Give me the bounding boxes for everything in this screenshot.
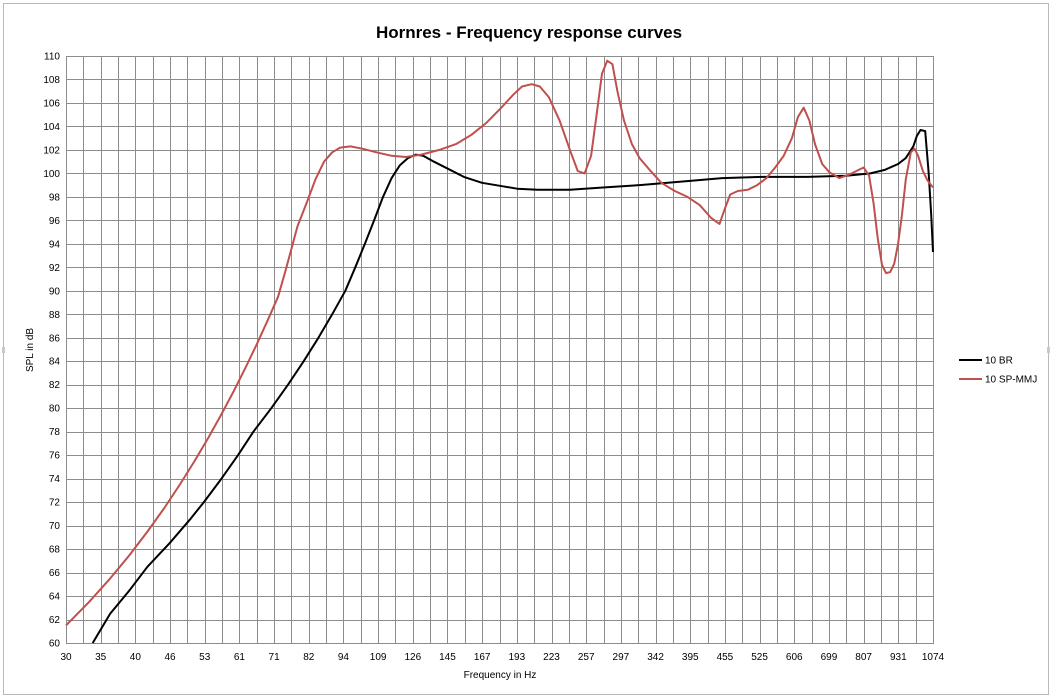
x-tick-label: 342: [647, 652, 664, 663]
y-axis-title: SPL in dB: [25, 328, 36, 372]
y-tick-label: 94: [49, 239, 61, 250]
x-tick-label: 931: [890, 652, 907, 663]
y-tick-label: 66: [49, 568, 61, 579]
chart-area: Hornres - Frequency response curves 60 62…: [2, 3, 1050, 695]
y-tick-label: 88: [49, 310, 61, 321]
y-tick-label: 74: [49, 474, 61, 485]
x-tick-label: 455: [717, 652, 734, 663]
x-tick-label: 126: [404, 652, 421, 663]
y-tick-label: 104: [43, 122, 60, 133]
legend: 10 BR 10 SP-MMJ: [959, 356, 1037, 386]
x-tick-label: 193: [508, 652, 525, 663]
chart-title: Hornres - Frequency response curves: [376, 23, 682, 42]
x-tick-label: 82: [303, 652, 315, 663]
y-tick-label: 62: [49, 615, 61, 626]
y-tick-label: 108: [43, 75, 60, 86]
x-tick-label: 257: [578, 652, 595, 663]
x-tick-label: 1074: [922, 652, 945, 663]
y-tick-labels: 60 62 64 66 68 70 72 74 76 78 80 82 84 86 88 90 92 94 96 98…: [43, 52, 60, 650]
legend-label-1: 10 BR: [985, 356, 1013, 367]
x-tick-label: 94: [338, 652, 350, 663]
x-tick-label: 807: [855, 652, 872, 663]
x-tick-label: 606: [786, 652, 803, 663]
grid-lines: [66, 56, 934, 644]
y-tick-label: 90: [49, 286, 61, 297]
legend-label-2: 10 SP-MMJ: [985, 375, 1037, 386]
x-tick-label: 297: [613, 652, 630, 663]
series-line-2: [65, 59, 934, 627]
y-tick-label: 82: [49, 380, 61, 391]
y-tick-label: 110: [44, 52, 60, 63]
y-tick-label: 100: [43, 169, 60, 180]
y-tick-label: 78: [49, 427, 61, 438]
series-line-1: [91, 129, 934, 644]
x-tick-label: 699: [821, 652, 838, 663]
x-tick-label: 46: [164, 652, 176, 663]
x-tick-label: 71: [269, 652, 281, 663]
y-tick-label: 98: [49, 192, 61, 203]
x-tick-label: 109: [370, 652, 387, 663]
x-tick-label: 35: [95, 652, 107, 663]
x-axis-title: Frequency in Hz: [464, 670, 537, 681]
x-tick-label: 53: [199, 652, 211, 663]
x-tick-label: 525: [751, 652, 768, 663]
x-tick-label: 30: [60, 652, 72, 663]
x-tick-label: 61: [234, 652, 246, 663]
y-tick-label: 86: [49, 333, 61, 344]
y-tick-label: 76: [49, 451, 61, 462]
y-tick-label: 92: [49, 263, 61, 274]
x-tick-label: 223: [543, 652, 560, 663]
y-tick-label: 84: [49, 357, 61, 368]
plot-series: [65, 59, 934, 644]
y-tick-label: 68: [49, 545, 61, 556]
x-tick-label: 145: [439, 652, 456, 663]
x-tick-label: 40: [130, 652, 142, 663]
x-tick-label: 167: [474, 652, 491, 663]
y-tick-label: 106: [43, 98, 60, 109]
chart-svg: Hornres - Frequency response curves 6062…: [25, 23, 1037, 681]
resize-handle-left[interactable]: [2, 347, 5, 353]
y-tick-label: 96: [49, 216, 61, 227]
x-tick-label: 395: [682, 652, 699, 663]
y-tick-label: 70: [49, 521, 61, 532]
x-tick-labels: 30 35 40 46 53 61 71 82 94 109 126 145 167 193 223 257 2…: [60, 652, 944, 663]
y-tick-label: 80: [49, 404, 61, 415]
y-tick-label: 64: [49, 592, 61, 603]
resize-handle-right[interactable]: [1047, 347, 1050, 353]
plot-frame: [66, 56, 934, 644]
y-tick-label: 60: [49, 639, 61, 650]
y-tick-label: 102: [43, 145, 60, 156]
y-tick-label: 72: [49, 498, 61, 509]
